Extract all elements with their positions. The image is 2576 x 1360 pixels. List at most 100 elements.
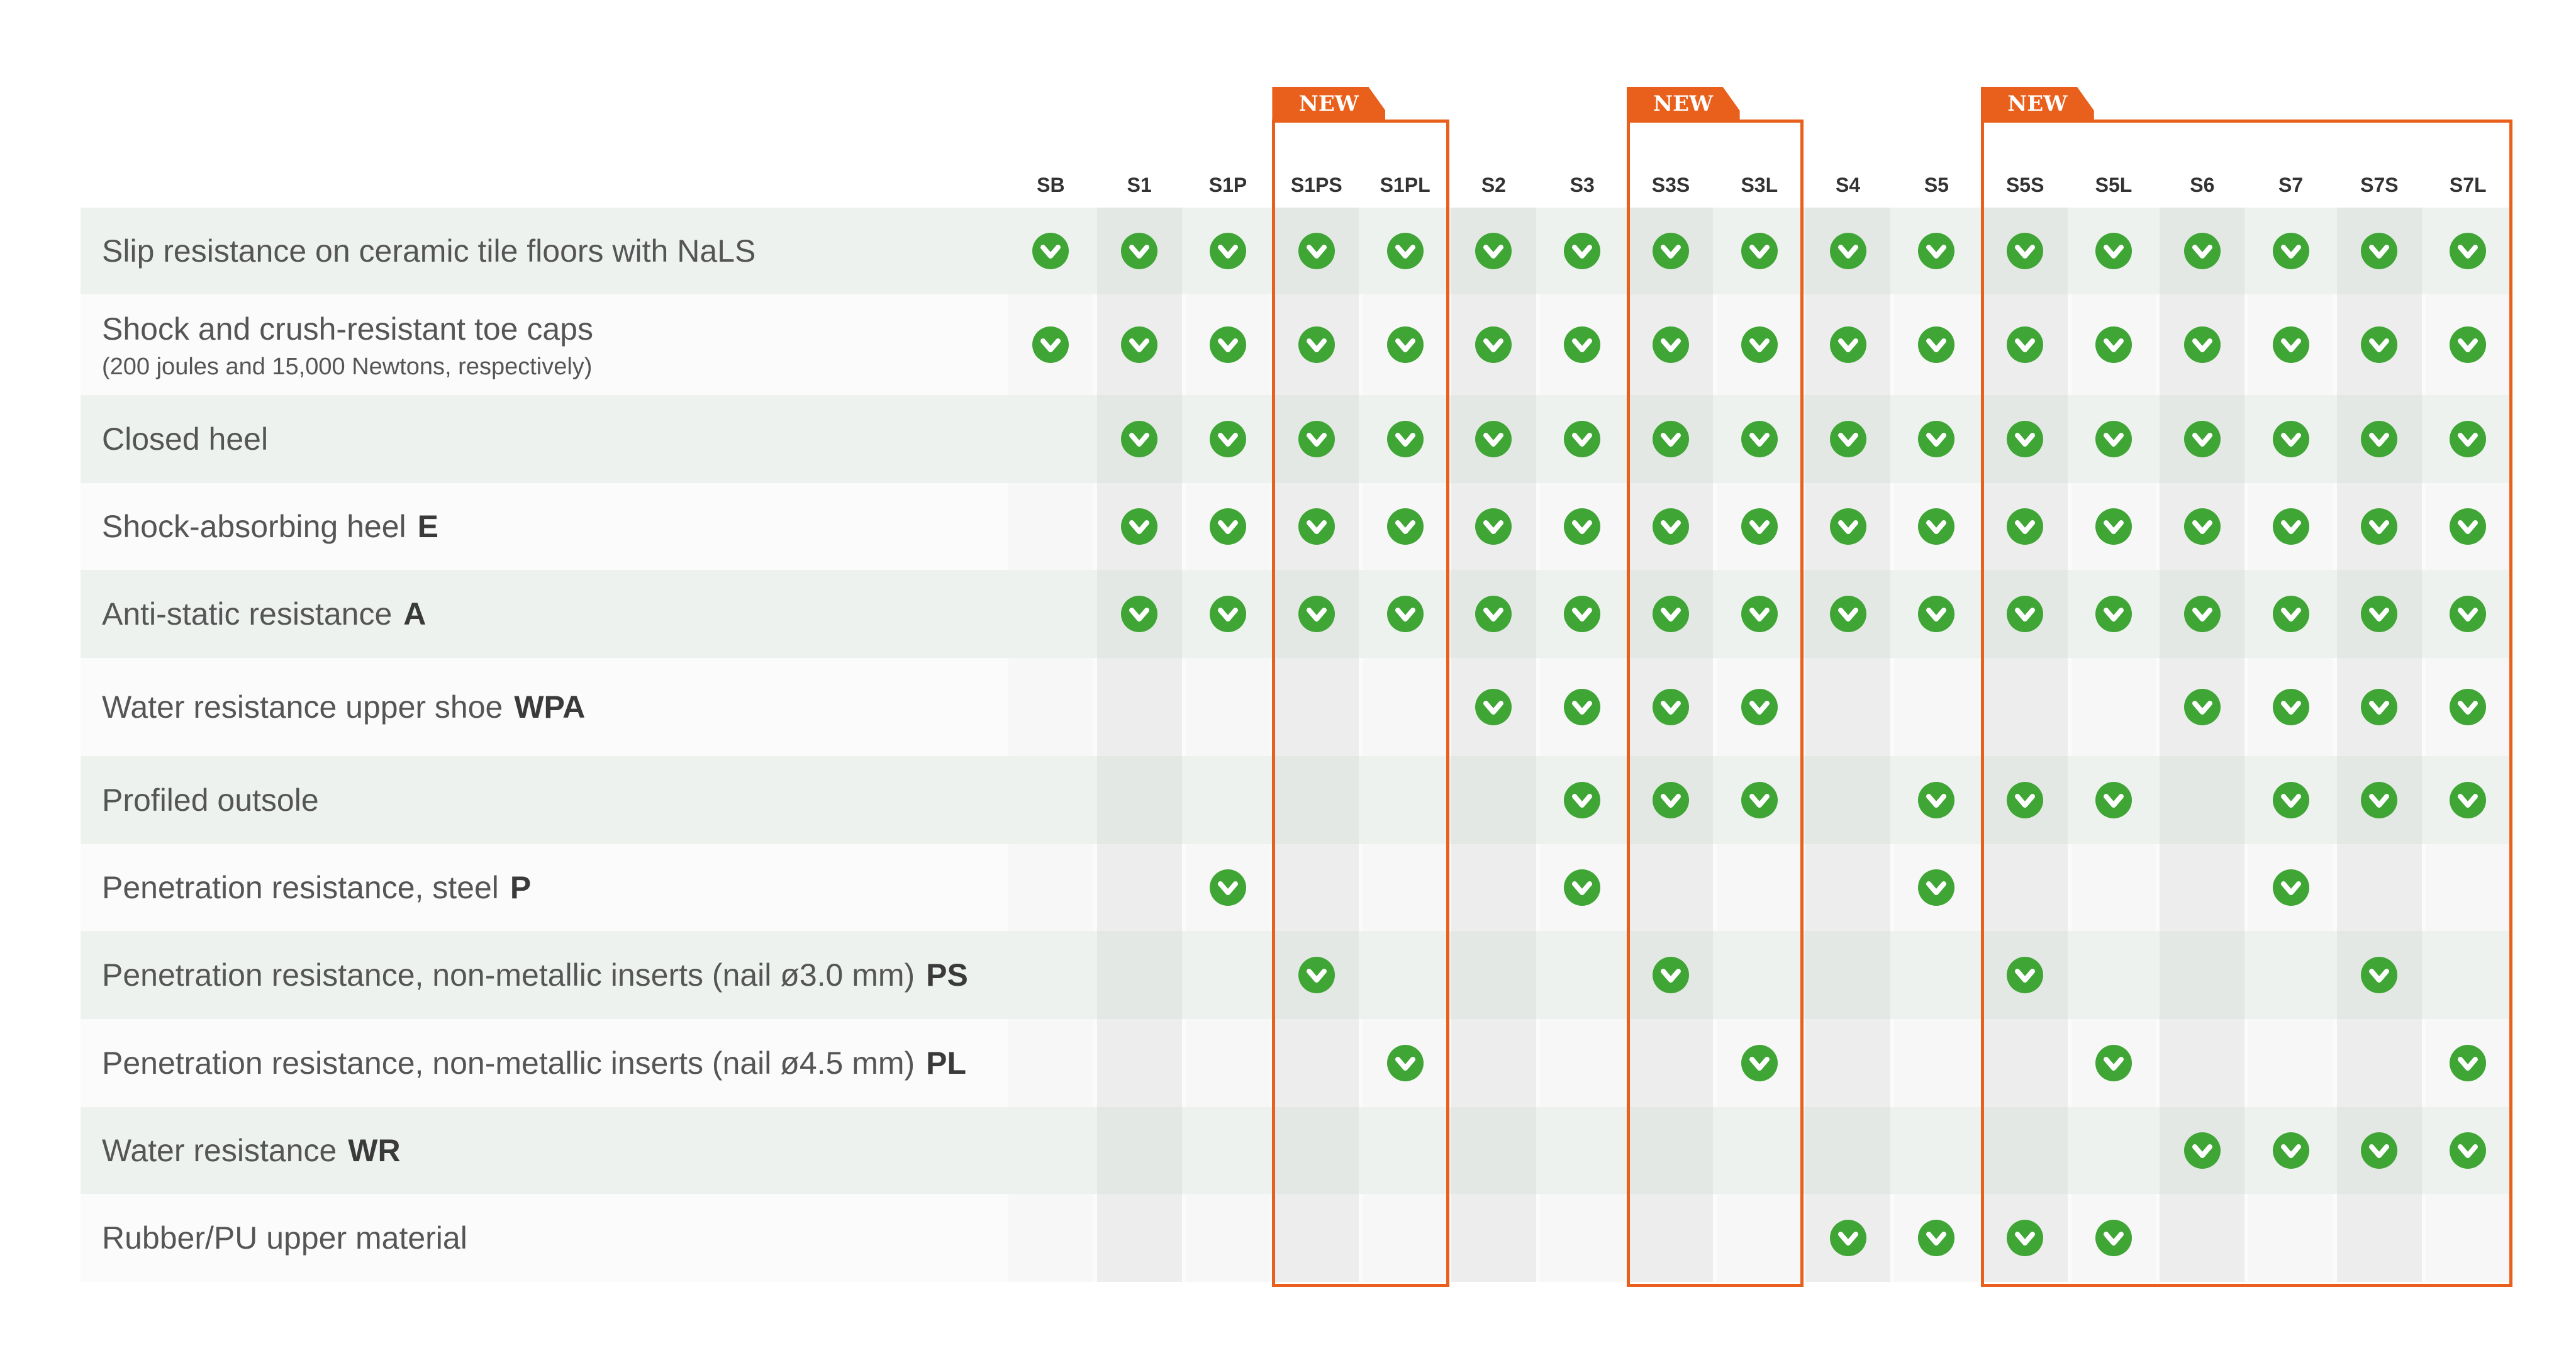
feature-label: Closed heel <box>102 423 268 455</box>
table-cell <box>1185 1019 1271 1107</box>
check-icon <box>1298 421 1335 457</box>
table-cell <box>2337 844 2422 931</box>
table-cell <box>1363 1194 1447 1282</box>
feature-label: Penetration resistance, steel P <box>102 872 531 903</box>
table-cell <box>1274 1019 1359 1107</box>
table-cell <box>2160 1194 2245 1282</box>
check-icon <box>1121 326 1158 363</box>
table-cell <box>2425 1194 2511 1282</box>
check-icon <box>1298 957 1335 993</box>
check-icon <box>1475 233 1512 269</box>
check-icon <box>1653 508 1689 545</box>
check-icon <box>1386 596 1424 632</box>
feature-name: Closed heel <box>102 421 269 457</box>
table-cell <box>2425 931 2511 1019</box>
check-icon <box>2272 869 2309 906</box>
check-icon <box>2183 508 2221 545</box>
feature-label: Rubber/PU upper material <box>102 1222 467 1254</box>
table-cell <box>1096 844 1182 931</box>
table-cell <box>1096 756 1182 844</box>
table-cell <box>1363 1107 1447 1194</box>
check-icon <box>2450 508 2487 545</box>
check-icon <box>2095 326 2132 363</box>
table-cell <box>1982 844 2068 931</box>
check-icon <box>1918 326 1955 363</box>
check-icon <box>2095 596 2132 632</box>
new-group-frame <box>1626 120 1804 1287</box>
new-badge: NEW <box>1626 87 1740 121</box>
check-icon <box>1653 421 1689 457</box>
feature-code: A <box>403 596 427 632</box>
check-icon <box>2272 421 2309 457</box>
table-cell <box>1717 1194 1802 1282</box>
check-icon <box>1210 508 1246 545</box>
feature-name: Shock-absorbing heel <box>102 509 406 544</box>
table-cell <box>1008 756 1093 844</box>
check-icon <box>1918 1220 1955 1256</box>
feature-name: Water resistance <box>102 1133 337 1168</box>
check-icon <box>1829 421 1866 457</box>
check-icon <box>1918 233 1955 269</box>
check-icon <box>1653 957 1689 993</box>
column-header-s1pl: S1PL <box>1380 174 1430 196</box>
check-icon <box>2450 782 2487 818</box>
check-icon <box>1829 233 1866 269</box>
feature-name: Penetration resistance, non-metallic ins… <box>102 1045 915 1081</box>
table-cell <box>1096 1019 1182 1107</box>
table-cell <box>1539 931 1625 1019</box>
check-icon <box>1829 508 1866 545</box>
table-cell <box>1628 1194 1714 1282</box>
check-icon <box>1564 421 1601 457</box>
table-cell <box>1451 1194 1536 1282</box>
table-cell <box>1717 1107 1802 1194</box>
check-icon <box>2007 508 2044 545</box>
check-icon <box>2450 326 2487 363</box>
column-header-s1: S1 <box>1127 174 1152 196</box>
check-icon <box>2183 596 2221 632</box>
check-icon <box>1210 233 1246 269</box>
table-cell <box>1008 1107 1093 1194</box>
new-group-frame <box>1272 120 1449 1287</box>
table-cell <box>2160 931 2245 1019</box>
table-cell <box>2425 844 2511 931</box>
feature-name: Profiled outsole <box>102 783 319 818</box>
check-icon <box>2007 1220 2044 1256</box>
check-icon <box>1564 508 1601 545</box>
table-cell <box>1008 1194 1093 1282</box>
table-cell <box>1185 1194 1271 1282</box>
table-cell <box>1274 658 1359 756</box>
check-icon <box>1210 421 1246 457</box>
feature-code: PL <box>926 1045 967 1081</box>
check-icon <box>2450 421 2487 457</box>
column-header-s6: S6 <box>2190 174 2215 196</box>
feature-name: Slip resistance on ceramic tile floors w… <box>102 233 756 269</box>
table-cell <box>1008 1019 1093 1107</box>
check-icon <box>1475 421 1512 457</box>
table-cell <box>1805 1107 1890 1194</box>
check-icon <box>2272 596 2309 632</box>
table-cell <box>1982 658 2068 756</box>
check-icon <box>1475 689 1512 725</box>
column-header-sb: SB <box>1037 174 1065 196</box>
table-cell <box>1539 1107 1625 1194</box>
feature-name: Penetration resistance, non-metallic ins… <box>102 957 915 993</box>
table-cell <box>1185 756 1271 844</box>
table-cell <box>2248 1194 2333 1282</box>
check-icon <box>1564 689 1601 725</box>
table-cell <box>1363 756 1447 844</box>
table-cell <box>1008 570 1093 658</box>
table-cell <box>1451 1107 1536 1194</box>
feature-code: WR <box>348 1133 401 1168</box>
table-cell <box>1539 1194 1625 1282</box>
table-cell <box>1717 931 1802 1019</box>
check-icon <box>1653 326 1689 363</box>
table-cell <box>1894 1019 1979 1107</box>
check-icon <box>2007 957 2044 993</box>
check-icon <box>2095 421 2132 457</box>
check-icon <box>2183 233 2221 269</box>
feature-code: P <box>510 870 532 905</box>
feature-label: Water resistance upper shoe WPA <box>102 691 585 723</box>
table-cell <box>1008 931 1093 1019</box>
check-icon <box>1829 1220 1866 1256</box>
check-icon <box>1564 326 1601 363</box>
